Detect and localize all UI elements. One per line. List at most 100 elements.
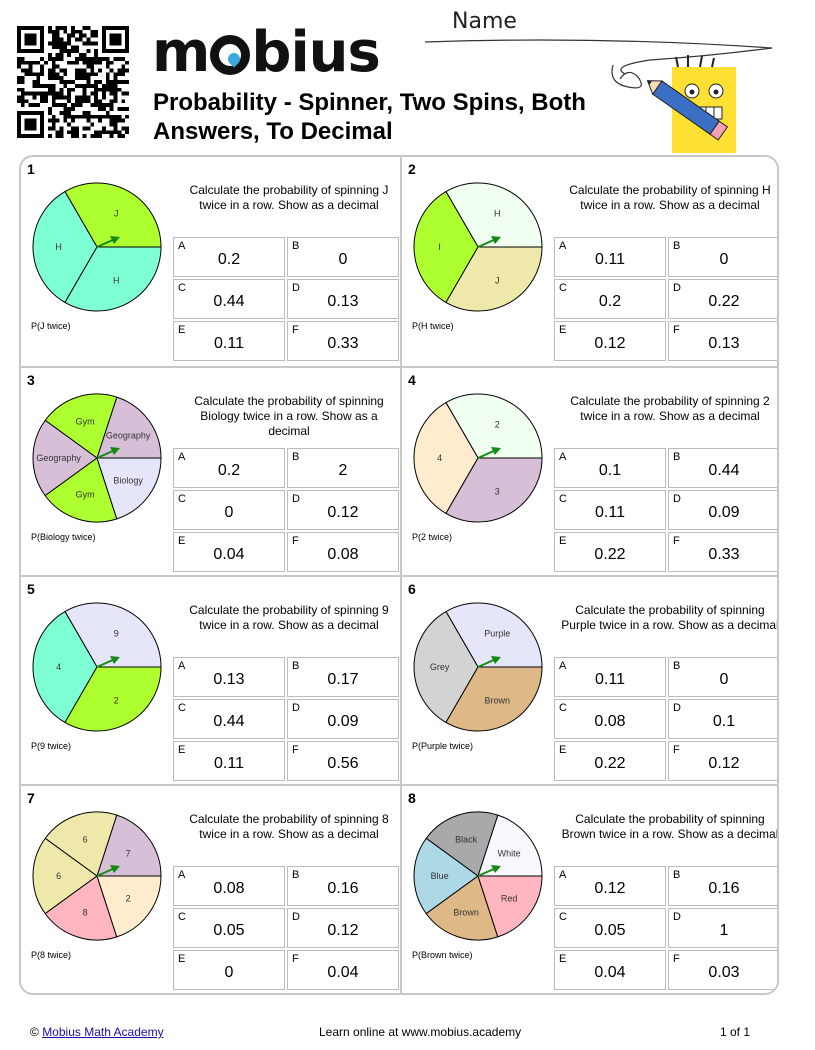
- answer-option[interactable]: C 0.44: [173, 699, 285, 739]
- answer-option[interactable]: B 0.16: [287, 866, 399, 906]
- answer-letter: B: [292, 660, 300, 672]
- answer-option[interactable]: A 0.1: [554, 448, 666, 488]
- answer-value: 0.04: [594, 964, 626, 981]
- question-number: 4: [408, 372, 416, 388]
- answer-option[interactable]: C 0.2: [554, 279, 666, 319]
- sector-label: H: [55, 242, 62, 252]
- footer-center-text: Learn online at www.mobius.academy: [319, 1025, 522, 1039]
- answer-value: 0.11: [595, 504, 625, 521]
- answer-letter: C: [178, 493, 186, 505]
- spinner-arrow-icon: [96, 236, 120, 248]
- answer-option[interactable]: D 0.12: [287, 490, 399, 530]
- answer-option[interactable]: B 0.44: [668, 448, 777, 488]
- answer-value: 0.13: [327, 293, 359, 310]
- answer-value: 0.08: [594, 713, 626, 730]
- spinner-sector: [96, 875, 162, 938]
- answer-option[interactable]: F 0.03: [668, 950, 777, 990]
- answer-option[interactable]: C 0.05: [554, 908, 666, 948]
- spinner-arrow-icon: [477, 236, 501, 248]
- answer-option[interactable]: A 0.08: [173, 866, 285, 906]
- answer-option[interactable]: F 0.33: [287, 321, 399, 361]
- question-number: 6: [408, 581, 416, 597]
- answer-value: 0: [224, 504, 234, 521]
- answer-option[interactable]: A 0.13: [173, 657, 285, 697]
- spinner-sector: [445, 666, 543, 732]
- answer-option[interactable]: F 0.08: [287, 532, 399, 572]
- answer-value: 1: [719, 922, 729, 939]
- answer-option[interactable]: A 0.2: [173, 237, 285, 277]
- answer-option[interactable]: F 0.13: [668, 321, 777, 361]
- answer-option[interactable]: C 0.11: [554, 490, 666, 530]
- question-prompt: Calculate the probability of spinning 8 …: [189, 812, 389, 841]
- answer-option[interactable]: B 0.17: [287, 657, 399, 697]
- answer-option[interactable]: A 0.11: [554, 237, 666, 277]
- spinner: 9 4 2: [32, 602, 162, 732]
- answer-letter: B: [292, 240, 300, 252]
- answer-option[interactable]: C 0.05: [173, 908, 285, 948]
- sector-label: Grey: [430, 662, 450, 672]
- answer-option[interactable]: E 0.11: [173, 741, 285, 781]
- probability-label: P(9 twice): [31, 741, 72, 751]
- sector-label: H: [113, 275, 120, 285]
- answer-letter: D: [292, 493, 300, 505]
- answer-letter: F: [292, 324, 299, 336]
- answer-option[interactable]: D 0.09: [287, 699, 399, 739]
- spinner-sector: [32, 190, 98, 304]
- answer-value: 0.12: [327, 922, 359, 939]
- answer-option[interactable]: D 0.12: [287, 908, 399, 948]
- answer-value: 0.11: [595, 251, 625, 268]
- answer-option[interactable]: F 0.04: [287, 950, 399, 990]
- answer-option[interactable]: E 0.12: [554, 321, 666, 361]
- answer-value: 0.04: [213, 546, 245, 563]
- question-panel: 8 White Black Blue Brown Red P(Brown twice) Cal…: [400, 784, 777, 993]
- answer-letter: A: [559, 869, 567, 881]
- question-panel: 6 Purple Grey Brown P(Purple twice) Calculate…: [400, 575, 779, 784]
- answer-option[interactable]: D 0.22: [668, 279, 777, 319]
- answer-option[interactable]: F 0.56: [287, 741, 399, 781]
- sector-label: 4: [56, 662, 61, 672]
- answer-letter: A: [178, 869, 186, 881]
- answer-option[interactable]: D 0.1: [668, 699, 777, 739]
- mobius-academy-link[interactable]: Mobius Math Academy: [42, 1025, 164, 1039]
- spinner-sector: [96, 396, 162, 459]
- answer-option[interactable]: B 0.16: [668, 866, 777, 906]
- answer-option[interactable]: D 0.13: [287, 279, 399, 319]
- name-line[interactable]: [420, 30, 780, 80]
- answer-option[interactable]: A 0.12: [554, 866, 666, 906]
- sector-label: 2: [114, 695, 119, 705]
- answer-value: 0.12: [594, 335, 626, 352]
- answer-option[interactable]: E 0.04: [554, 950, 666, 990]
- spinner: Purple Grey Brown: [413, 602, 543, 732]
- spinner-sector: [425, 811, 499, 877]
- answer-option[interactable]: E 0.22: [554, 741, 666, 781]
- answer-value: 2: [338, 462, 348, 479]
- question-prompt: Calculate the probability of spinning Pu…: [561, 603, 779, 632]
- answer-option[interactable]: E 0.11: [173, 321, 285, 361]
- sector-label: Gym: [76, 490, 95, 500]
- answer-option[interactable]: D 0.09: [668, 490, 777, 530]
- probability-label: P(J twice): [31, 321, 71, 331]
- answer-option[interactable]: F 0.33: [668, 532, 777, 572]
- answer-option[interactable]: E 0.22: [554, 532, 666, 572]
- answer-option[interactable]: E 0.04: [173, 532, 285, 572]
- answer-letter: D: [673, 493, 681, 505]
- question-prompt: Calculate the probability of spinning H …: [569, 183, 771, 212]
- sector-label: Biology: [113, 476, 143, 486]
- answer-value: 0.1: [598, 462, 622, 479]
- spinner-sector: [64, 246, 162, 312]
- answer-option[interactable]: F 0.12: [668, 741, 777, 781]
- answer-option[interactable]: A 0.11: [554, 657, 666, 697]
- answer-option[interactable]: C 0.08: [554, 699, 666, 739]
- answer-value: 0.2: [217, 251, 241, 268]
- spinner-arrow-icon: [477, 865, 501, 877]
- answer-value: 0: [719, 251, 729, 268]
- answer-option[interactable]: A 0.2: [173, 448, 285, 488]
- answer-option[interactable]: C 0.44: [173, 279, 285, 319]
